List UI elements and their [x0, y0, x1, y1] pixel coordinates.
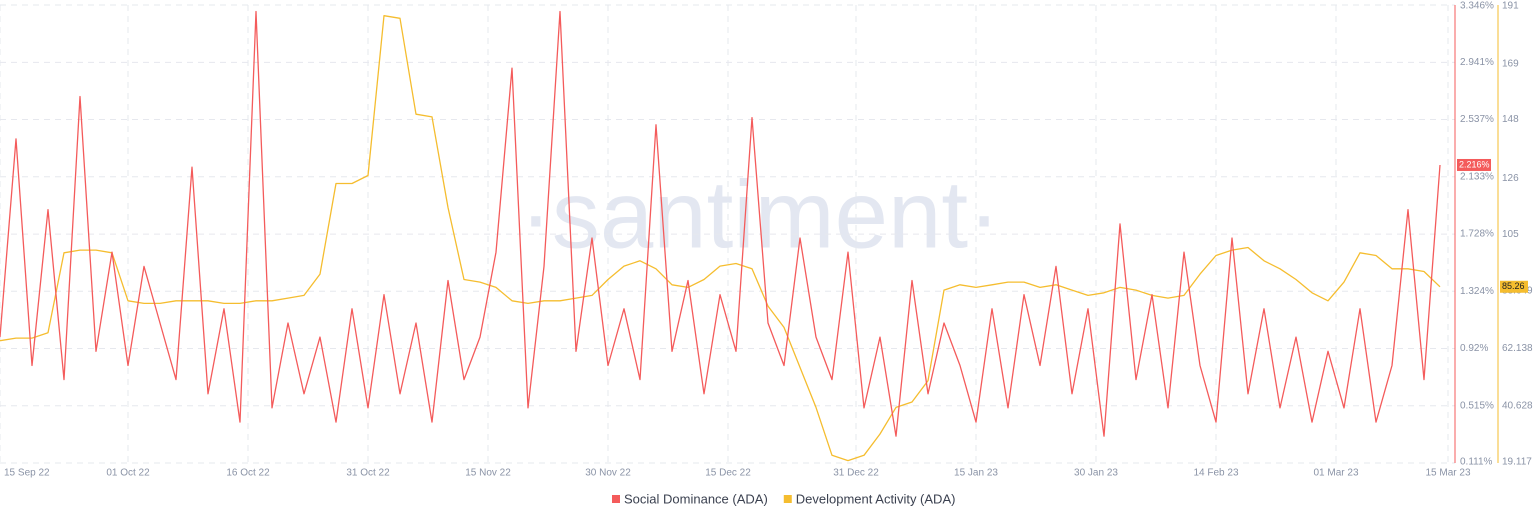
data-line	[0, 10, 1441, 437]
last-value-badge: 2.216%	[1457, 158, 1491, 171]
y-tick-label: 0.92%	[1460, 343, 1488, 354]
x-tick-label: 15 Mar 23	[1425, 468, 1470, 479]
y-tick-label: 2.941%	[1460, 57, 1494, 68]
y-tick-label: 0.111%	[1460, 457, 1493, 468]
y-tick-label: 2.537%	[1460, 114, 1494, 125]
y2-tick-label: 105	[1502, 229, 1519, 240]
x-tick-label: 01 Mar 23	[1313, 468, 1358, 479]
badge-bg	[1500, 280, 1528, 293]
legend-swatch	[783, 495, 792, 503]
x-tick-label: 15 Nov 22	[465, 468, 511, 479]
y-tick-label: 1.324%	[1460, 286, 1494, 297]
y2-tick-label: 40.628	[1502, 400, 1533, 411]
y2-tick-label: 19.117	[1502, 457, 1532, 468]
y-tick-label: 1.728%	[1460, 229, 1494, 240]
y-tick-label: 3.346%	[1460, 1, 1494, 12]
x-tick-label: 30 Jan 23	[1074, 468, 1118, 479]
x-tick-label: 31 Dec 22	[833, 468, 879, 479]
y2-tick-label: 191	[1502, 1, 1519, 12]
data-line	[0, 15, 1441, 462]
y2-tick-label: 148	[1502, 114, 1519, 125]
y2-tick-label: 126	[1502, 173, 1519, 184]
legend-label: Development Activity (ADA)	[796, 491, 956, 506]
last-value-badge: 85.26	[1500, 280, 1528, 293]
y-tick-label: 2.133%	[1460, 171, 1494, 182]
badge-label: 2.216%	[1459, 159, 1490, 169]
y2-tick-label: 62.138	[1502, 343, 1533, 354]
x-tick-label: 31 Oct 22	[346, 468, 390, 479]
x-tick-label: 14 Feb 23	[1193, 468, 1238, 479]
x-tick-label: 16 Oct 22	[226, 468, 270, 479]
y-tick-label: 0.515%	[1460, 400, 1494, 411]
legend-swatch	[612, 495, 620, 503]
x-tick-label: 30 Nov 22	[585, 468, 631, 479]
x-tick-label: 01 Oct 22	[106, 468, 150, 479]
legend-label: Social Dominance (ADA)	[624, 491, 768, 506]
y2-tick-label: 169	[1502, 58, 1519, 69]
badge-label: 85.26	[1502, 281, 1525, 291]
x-tick-label: 15 Sep 22	[4, 468, 50, 479]
x-tick-label: 15 Jan 23	[954, 468, 998, 479]
badge-bg	[1457, 158, 1491, 171]
x-tick-label: 15 Dec 22	[705, 468, 751, 479]
